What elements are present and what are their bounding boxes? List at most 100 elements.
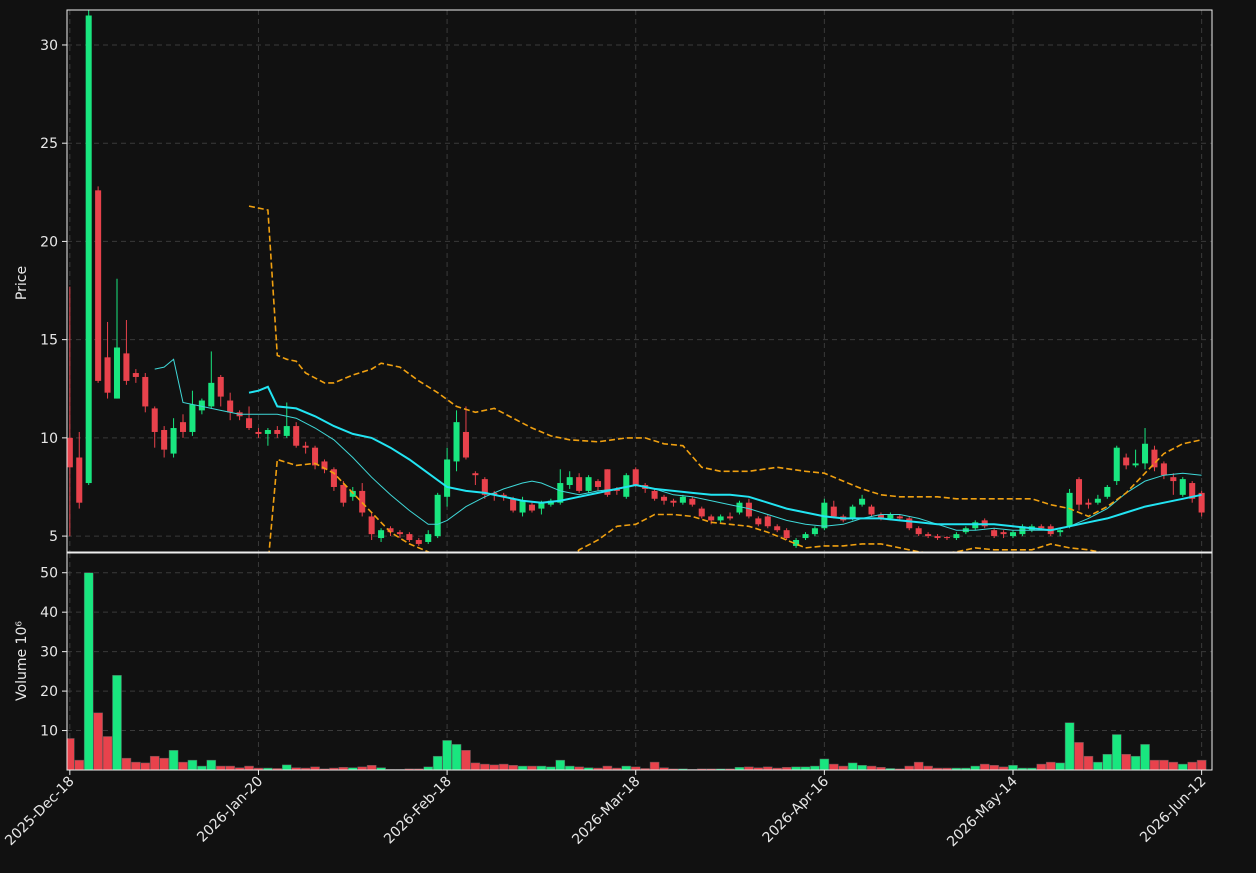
- candle-body: [104, 357, 111, 393]
- volume-bar: [1168, 761, 1179, 770]
- volume-bar: [1130, 755, 1141, 770]
- volume-bar: [329, 767, 339, 770]
- volume-bar: [470, 762, 481, 770]
- volume-bars: [67, 572, 1207, 770]
- candle-body: [208, 382, 215, 407]
- volume-bar: [234, 767, 245, 770]
- candle-body: [538, 502, 545, 509]
- candle-body: [727, 516, 734, 519]
- candle-body: [378, 530, 385, 539]
- candle-body: [1151, 449, 1158, 468]
- volume-frame: [66, 552, 1213, 771]
- candle-body: [528, 504, 535, 511]
- volume-bar: [498, 763, 509, 770]
- candle-body: [1132, 463, 1139, 466]
- volume-bar: [442, 740, 452, 770]
- overlay-line: [248, 205, 1202, 518]
- volume-bar: [1102, 753, 1113, 770]
- candle-body: [264, 430, 271, 434]
- volume-bar: [904, 765, 915, 770]
- volume-bar: [951, 767, 962, 770]
- candle-body: [594, 481, 602, 487]
- volume-bar: [1121, 753, 1131, 770]
- volume-bar: [159, 757, 169, 770]
- volume-bar: [979, 763, 990, 770]
- volume-bar: [131, 761, 141, 770]
- candle-body: [661, 496, 668, 501]
- candle-body: [1113, 447, 1120, 482]
- volume-bar: [961, 767, 971, 770]
- volume-bar: [348, 767, 358, 770]
- volume-bar: [555, 759, 566, 770]
- volume-bar: [197, 765, 207, 770]
- candle-body: [1104, 486, 1111, 497]
- candle-body: [708, 516, 715, 521]
- candle-body: [783, 530, 790, 539]
- volume-bar: [659, 767, 669, 770]
- candle-body: [1075, 479, 1083, 505]
- volume-bar: [102, 736, 113, 770]
- candle-body: [76, 457, 83, 503]
- candle-body: [576, 477, 583, 491]
- volume-bar: [810, 765, 820, 770]
- y-tick-label: 50: [40, 566, 58, 582]
- y-tick-label: 20: [40, 684, 58, 700]
- volume-bar: [612, 767, 622, 770]
- volume-bar: [857, 765, 867, 770]
- candle-body: [113, 347, 121, 399]
- candle-body: [217, 376, 224, 397]
- candle-body: [425, 534, 432, 542]
- overlays: [154, 205, 1202, 552]
- candle-body: [764, 516, 771, 527]
- candle-body: [67, 437, 73, 468]
- candle-body: [179, 422, 187, 432]
- candle-body: [1000, 532, 1007, 535]
- volume-bar: [281, 764, 292, 770]
- volume-bar: [932, 767, 943, 770]
- candle-body: [151, 408, 158, 432]
- price-frame: [66, 9, 1213, 553]
- volume-bar: [602, 765, 613, 770]
- volume-bar: [1074, 742, 1084, 770]
- volume-bar: [1159, 759, 1169, 770]
- candle-body: [462, 431, 469, 458]
- candle-body: [321, 461, 328, 470]
- volume-bar: [93, 712, 103, 770]
- volume-bar: [970, 765, 981, 770]
- candle-body: [1038, 526, 1045, 529]
- volume-bar: [112, 675, 122, 770]
- volume-bar: [480, 763, 490, 770]
- candle-body: [359, 490, 366, 513]
- candle-body: [793, 540, 800, 546]
- volume-bar: [121, 757, 132, 770]
- candle-body: [387, 528, 394, 533]
- volume-axis-label: Volume 10⁶: [14, 621, 30, 701]
- volume-bar: [829, 763, 839, 770]
- candle-body: [510, 498, 517, 511]
- volume-bar: [291, 767, 301, 770]
- candle-body: [670, 500, 677, 503]
- candle-body: [95, 190, 102, 381]
- candle-body: [953, 534, 960, 539]
- volume-bar: [187, 759, 198, 770]
- volume-bar: [536, 765, 547, 770]
- candle-body: [736, 502, 743, 513]
- volume-bar: [1149, 759, 1160, 770]
- candle-body: [1198, 492, 1205, 513]
- candle-body: [566, 477, 573, 486]
- y-tick-label: 15: [40, 333, 58, 349]
- volume-bar: [1036, 763, 1047, 770]
- volume-bar: [1187, 761, 1197, 770]
- candle-body: [330, 469, 337, 487]
- candle-body: [651, 490, 658, 499]
- volume-bar: [838, 765, 849, 770]
- y-tick-label: 10: [40, 724, 58, 740]
- volume-bar: [1064, 722, 1075, 770]
- volume-bar: [753, 767, 764, 770]
- volume-bar: [140, 762, 151, 770]
- candle-body: [434, 494, 441, 537]
- volume-bar: [1111, 734, 1122, 770]
- candle-body: [604, 469, 611, 495]
- volume-bar: [847, 762, 858, 770]
- candle-body: [689, 498, 696, 505]
